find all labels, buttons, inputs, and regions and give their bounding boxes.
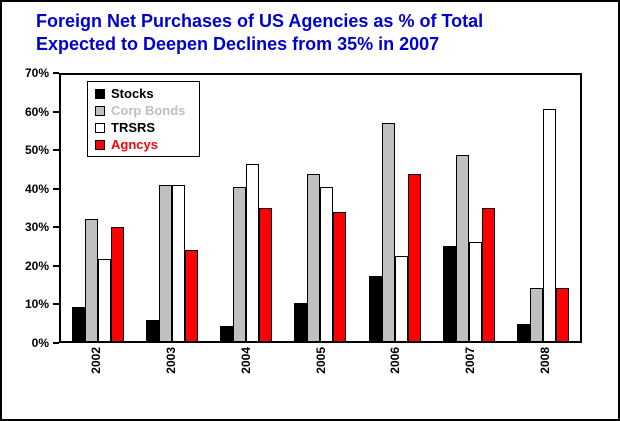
bar-trsrs xyxy=(394,255,408,341)
chart-title-line1: Foreign Net Purchases of US Agencies as … xyxy=(36,11,484,31)
plot-area: Stocks Corp Bonds TRSRS Agncys xyxy=(59,73,582,343)
bar-trsrs xyxy=(98,259,112,341)
y-tick-mark xyxy=(53,342,59,344)
y-tick-label: 50% xyxy=(24,143,49,158)
bar-corp-bonds xyxy=(455,154,469,341)
bar-group-2002 xyxy=(61,75,135,341)
y-tick-label: 40% xyxy=(24,181,49,196)
bar-trsrs xyxy=(172,185,186,341)
bar-stocks xyxy=(146,320,160,341)
legend: Stocks Corp Bonds TRSRS Agncys xyxy=(87,81,201,157)
legend-label: TRSRS xyxy=(111,120,156,135)
legend-item-stocks: Stocks xyxy=(95,86,185,101)
bar-agncys xyxy=(259,208,273,341)
bar-agncys xyxy=(185,249,199,341)
x-axis-label-cell: 2008 xyxy=(507,347,582,407)
x-axis-label: 2006 xyxy=(388,347,403,374)
bar-agncys xyxy=(111,227,125,341)
x-axis-label-cell: 2004 xyxy=(208,347,283,407)
bar-group-2007 xyxy=(432,75,506,341)
y-tick-label: 60% xyxy=(24,104,49,119)
legend-item-trsrs: TRSRS xyxy=(95,120,185,135)
legend-label: Agncys xyxy=(111,137,158,152)
x-axis-label: 2005 xyxy=(313,347,328,374)
x-axis-label-cell: 2005 xyxy=(283,347,358,407)
x-axis-label: 2004 xyxy=(238,347,253,374)
x-axis-label-cell: 2006 xyxy=(358,347,433,407)
bar-corp-bonds xyxy=(529,287,543,341)
chart-title-line2: Expected to Deepen Declines from 35% in … xyxy=(36,34,440,55)
bar-agncys xyxy=(555,287,569,341)
bar-agncys xyxy=(481,208,495,341)
bar-stocks xyxy=(516,323,530,341)
bar-trsrs xyxy=(320,187,334,341)
bar-stocks xyxy=(442,246,456,341)
chart-title: Foreign Net Purchases of US Agencies as … xyxy=(36,10,483,57)
legend-marker xyxy=(95,122,105,133)
bar-corp-bonds xyxy=(381,122,395,341)
y-tick-label: 20% xyxy=(24,258,49,273)
bar-corp-bonds xyxy=(307,173,321,341)
x-axis-label: 2008 xyxy=(537,347,552,374)
legend-marker xyxy=(95,105,105,116)
y-tick-mark xyxy=(53,264,59,267)
bar-trsrs xyxy=(468,242,482,341)
bar-stocks xyxy=(220,325,234,341)
x-axis-label-cell: 2007 xyxy=(433,347,508,407)
legend-label: Stocks xyxy=(111,86,154,101)
y-axis: 0% 10% 20% 30% 40% 50% 60% 70% xyxy=(2,66,59,350)
bar-trsrs xyxy=(542,109,556,341)
y-tick-mark xyxy=(53,110,59,113)
bar-corp-bonds xyxy=(159,185,173,341)
legend-item-corp-bonds: Corp Bonds xyxy=(95,103,185,118)
bar-trsrs xyxy=(246,164,260,341)
bar-group-2003 xyxy=(135,75,209,341)
x-axis-label-cell: 2002 xyxy=(59,347,134,407)
y-tick-label: 0% xyxy=(31,336,49,350)
x-axis-label: 2003 xyxy=(164,347,179,374)
bar-group-2006 xyxy=(358,75,432,341)
y-tick-label: 30% xyxy=(24,220,49,235)
bar-stocks xyxy=(72,306,86,341)
bar-stocks xyxy=(294,303,308,341)
legend-item-agncys: Agncys xyxy=(95,137,185,152)
y-tick-mark xyxy=(53,187,59,190)
bar-corp-bonds xyxy=(85,219,99,341)
x-axis-label-cell: 2003 xyxy=(134,347,209,407)
bar-group-2004 xyxy=(209,75,283,341)
bar-agncys xyxy=(333,211,347,341)
bar-group-2005 xyxy=(283,75,357,341)
y-tick-label: 10% xyxy=(24,297,49,312)
legend-marker xyxy=(95,139,105,150)
y-tick-mark xyxy=(53,149,59,152)
bar-agncys xyxy=(407,173,421,341)
bar-group-2008 xyxy=(506,75,580,341)
bar-corp-bonds xyxy=(233,187,247,341)
y-tick-mark xyxy=(53,226,59,229)
y-tick-label: 70% xyxy=(24,66,49,80)
x-axis-labels: 2002 2003 2004 2005 2006 2007 2008 xyxy=(59,347,582,407)
y-tick-mark xyxy=(53,72,59,74)
x-axis-label: 2002 xyxy=(89,347,104,374)
bar-stocks xyxy=(368,276,382,341)
legend-marker xyxy=(95,88,105,99)
x-axis-label: 2007 xyxy=(462,347,477,374)
y-tick-mark xyxy=(53,303,59,306)
legend-label: Corp Bonds xyxy=(111,103,186,118)
